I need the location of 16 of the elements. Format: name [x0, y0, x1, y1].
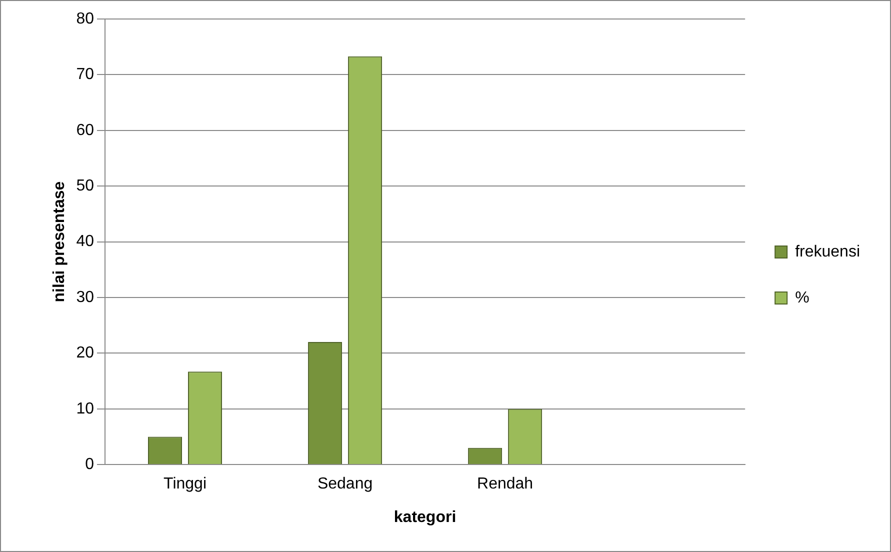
x-tick-label: Tinggi	[164, 476, 206, 493]
legend-label: %	[795, 289, 810, 306]
y-tick-label: 10	[76, 400, 94, 418]
y-tick-label: 60	[76, 122, 94, 139]
x-tick-label: Rendah	[477, 476, 534, 493]
y-tick-label: 40	[76, 233, 94, 250]
y-tick-label: 20	[76, 344, 94, 362]
y-tick-label: 0	[85, 456, 94, 474]
legend-label: frekuensi	[795, 243, 860, 260]
x-tick-label: Sedang	[317, 476, 373, 493]
y-tick-label: 30	[76, 288, 94, 306]
y-axis-title: nilai presentase	[51, 181, 68, 302]
y-tick-label: 70	[76, 66, 94, 84]
y-tick-label: 50	[76, 178, 94, 195]
x-axis-title: kategori	[394, 508, 456, 526]
y-tick-label: 80	[76, 10, 94, 28]
